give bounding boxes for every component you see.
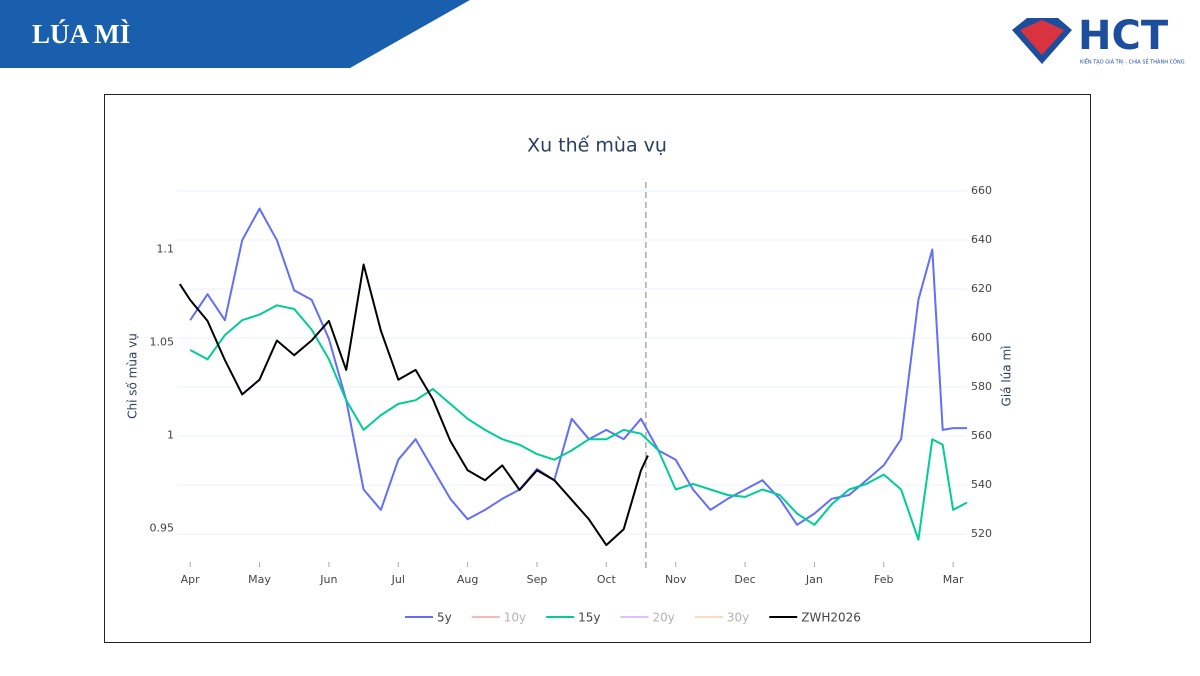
chart: Xu thế mùa vụ Chỉ số mùa vụ Giá lúa mì: [126, 135, 1014, 419]
y2-axis-label: Giá lúa mì: [1000, 346, 1014, 407]
logo-text: HCT: [1078, 13, 1169, 59]
x-tick-label: Feb: [874, 573, 893, 586]
x-tick-label: Nov: [665, 573, 687, 586]
y2-tick-label: 640: [971, 233, 992, 246]
y2-tick-label: 580: [971, 380, 992, 393]
x-tick-label: May: [248, 573, 271, 586]
x-tick-label: Mar: [943, 573, 964, 586]
header-banner: [0, 0, 470, 68]
y2-tick-label: 620: [971, 282, 992, 295]
x-tick-label: Oct: [597, 573, 617, 586]
y2-tick-label: 560: [971, 429, 992, 442]
y-tick-label: 1.05: [150, 336, 175, 349]
logo-mark: [1020, 20, 1064, 55]
legend-label: 15y: [578, 611, 600, 625]
y2-tick-label: 600: [971, 331, 992, 344]
series-line: [178, 263, 649, 547]
logo: HCT KIẾN TẠO GIÁ TRỊ - CHIA SẺ THÀNH CÔN…: [1012, 13, 1185, 66]
y-tick-label: 1: [167, 429, 174, 442]
x-tick-label: Jun: [319, 573, 337, 586]
x-tick-label: Jan: [805, 573, 823, 586]
legend-label: 20y: [653, 611, 675, 625]
y-tick-label: 1.1: [157, 243, 175, 256]
header-title: LÚA MÌ: [32, 19, 130, 49]
legend-label: 30y: [727, 611, 749, 625]
series-line: [189, 304, 968, 541]
x-tick-label: Dec: [734, 573, 755, 586]
x-tick-label: Jul: [391, 573, 405, 586]
chart-title: Xu thế mùa vụ: [527, 135, 667, 157]
y2-tick-label: 540: [971, 478, 992, 491]
x-tick-label: Aug: [457, 573, 478, 586]
y-axis-label: Chỉ số mùa vụ: [126, 333, 140, 419]
chart-frame: [104, 94, 1091, 643]
y2-tick-label: 520: [971, 527, 992, 540]
legend-label: 5y: [437, 611, 452, 625]
y2-tick-label: 660: [971, 184, 992, 197]
x-tick-label: Sep: [527, 573, 548, 586]
y-tick-label: 0.95: [150, 522, 175, 535]
logo-tagline: KIẾN TẠO GIÁ TRỊ - CHIA SẺ THÀNH CÔNG: [1080, 58, 1185, 66]
legend-label: ZWH2026: [801, 611, 861, 625]
x-tick-label: Apr: [181, 573, 201, 586]
legend-label: 10y: [504, 611, 526, 625]
